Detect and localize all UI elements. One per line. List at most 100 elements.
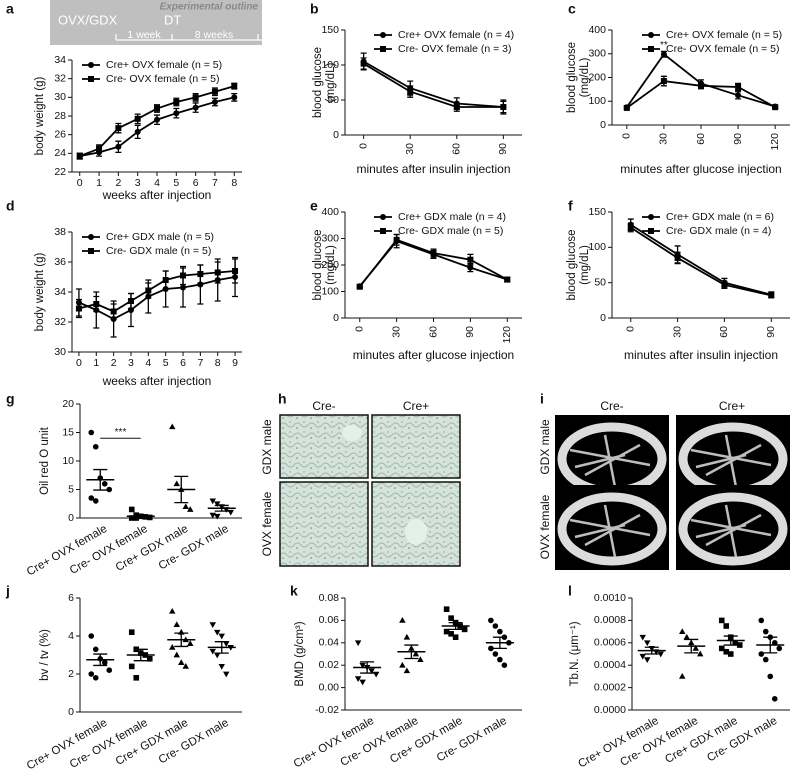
series-line	[359, 240, 508, 287]
point	[501, 662, 508, 668]
x-tick-label: Cre- OVX female	[339, 715, 421, 769]
point	[399, 661, 406, 668]
y-tick-label: 100	[588, 95, 606, 107]
point	[192, 94, 199, 101]
point	[115, 143, 122, 150]
point	[227, 509, 234, 516]
annotation: **	[660, 40, 668, 51]
x-tick-label: 5	[163, 357, 169, 369]
series-line	[78, 270, 236, 313]
point	[173, 99, 180, 105]
panel-label: d	[6, 198, 15, 214]
point	[497, 656, 503, 663]
x-tick-label: 120	[501, 326, 513, 344]
point	[359, 679, 366, 686]
legend-label: Cre+ GDX male (n = 5)	[106, 231, 214, 243]
x-tick-label: 60	[427, 326, 439, 338]
sem-bar	[93, 468, 108, 491]
point	[214, 501, 221, 508]
y-tick-label: 0	[68, 512, 74, 524]
point	[232, 268, 239, 274]
y-tick-label: 200	[588, 71, 606, 83]
point	[674, 254, 681, 261]
y-axis-label: (mg/dL)	[579, 58, 591, 98]
point	[101, 481, 108, 487]
y-axis-label: (mg/dL)	[579, 245, 591, 285]
y-tick-label: 150	[588, 206, 606, 218]
y-tick-label: 0.0002	[594, 681, 626, 693]
column-label: Cre-	[312, 399, 335, 413]
point	[417, 656, 424, 662]
microct-image	[555, 485, 669, 570]
point	[182, 503, 189, 509]
outline-timeline	[115, 34, 262, 41]
point	[504, 276, 511, 283]
y-tick-label: 0	[600, 312, 606, 324]
point	[169, 644, 176, 650]
x-axis-label: minutes after glucose injection	[620, 162, 781, 176]
x-tick-label: 8	[231, 177, 237, 189]
x-tick-label: 1	[96, 177, 102, 189]
sem-bar	[214, 641, 229, 654]
point	[492, 623, 499, 629]
x-tick-label: Cre- GDX male	[157, 717, 231, 767]
outline-start: OVX/GDX	[58, 12, 118, 27]
y-axis-label: body weight (g)	[34, 77, 46, 156]
x-tick-label: 7	[212, 177, 218, 189]
point	[771, 696, 778, 702]
point	[762, 628, 769, 635]
point	[492, 651, 499, 657]
y-tick-label: 4	[68, 630, 74, 642]
y-axis-label: BMD (g/cm³)	[294, 621, 306, 686]
point	[488, 645, 494, 652]
x-tick-label: 6	[193, 177, 199, 189]
y-axis-label: body weight (g)	[34, 253, 46, 332]
x-tick-label: 60	[695, 133, 707, 145]
vessel	[342, 425, 362, 441]
y-tick-label: 150	[321, 24, 339, 36]
point	[660, 78, 667, 85]
point	[453, 104, 460, 110]
y-tick-label: 0.00	[319, 681, 340, 693]
y-tick-label: 34	[54, 54, 66, 66]
point	[218, 633, 225, 640]
x-tick-label: 90	[732, 133, 744, 145]
point	[639, 653, 646, 660]
point	[146, 514, 153, 521]
y-axis-label: (mg/dL)	[325, 63, 337, 103]
point	[211, 88, 218, 95]
point	[623, 104, 630, 111]
point	[128, 515, 135, 521]
point	[106, 667, 113, 673]
x-tick-label: 4	[145, 357, 151, 369]
point	[727, 651, 734, 657]
outline-box	[50, 0, 262, 45]
column-label: Cre+	[719, 399, 745, 413]
outline-title: Experimental outline	[160, 2, 259, 13]
point	[127, 298, 134, 304]
point	[718, 617, 725, 624]
point	[182, 663, 189, 669]
x-tick-label: 90	[464, 326, 476, 338]
x-axis-label: minutes after insulin injection	[356, 162, 510, 176]
y-tick-label: 100	[588, 241, 606, 253]
outline-treatment: DT	[164, 12, 181, 27]
x-tick-label: 9	[232, 357, 238, 369]
point	[169, 423, 176, 430]
y-axis-label: blood glucose	[312, 230, 324, 301]
y-tick-label: 50	[594, 276, 606, 288]
x-tick-label: 8	[215, 357, 221, 369]
panel-label: b	[310, 1, 319, 17]
y-tick-label: 0	[333, 129, 339, 141]
x-tick-label: 5	[173, 177, 179, 189]
point	[732, 640, 739, 646]
y-tick-label: 24	[54, 147, 66, 159]
x-axis-label: weeks after injection	[102, 188, 212, 202]
y-axis-label: blood glucose	[566, 230, 578, 301]
sem-bar	[93, 653, 108, 667]
point	[92, 498, 99, 504]
panel-label: c	[568, 1, 576, 17]
panel-label: i	[540, 391, 544, 407]
row-label: GDX male	[260, 419, 274, 475]
